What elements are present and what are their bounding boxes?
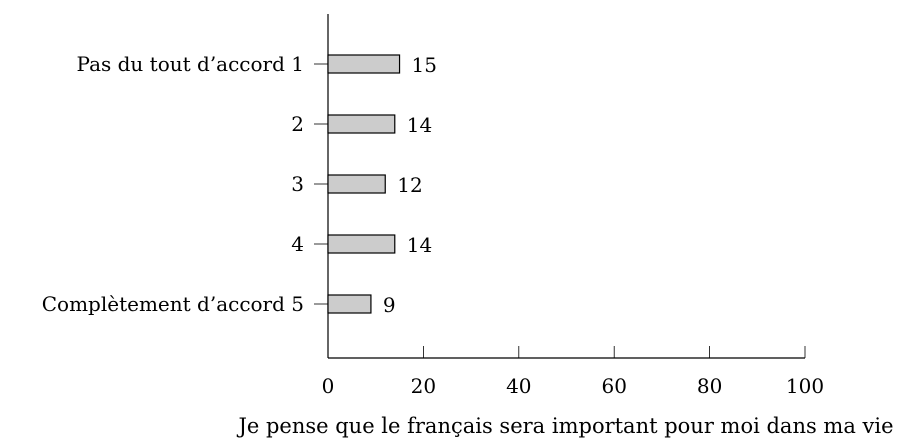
y-tick-label: Pas du tout d’accord 1 <box>77 52 304 76</box>
y-tick-label: 2 <box>291 112 304 136</box>
bar <box>327 174 386 194</box>
x-tick-label: 40 <box>506 374 531 398</box>
y-tick-label: Complètement d’accord 5 <box>42 292 304 316</box>
x-tick-label: 20 <box>411 374 436 398</box>
y-tick-label: 4 <box>291 232 304 256</box>
x-axis-label: Je pense que le français sera important … <box>236 414 893 438</box>
bar <box>327 294 372 314</box>
data-label: 9 <box>383 293 396 317</box>
y-tick-label: 3 <box>291 172 304 196</box>
bar <box>327 114 396 134</box>
data-label: 15 <box>412 53 437 77</box>
x-tick-label: 100 <box>786 374 824 398</box>
x-tick-label: 60 <box>601 374 626 398</box>
data-label: 14 <box>407 233 432 257</box>
bar <box>327 54 401 74</box>
x-tick-label: 80 <box>697 374 722 398</box>
data-label: 12 <box>397 173 422 197</box>
bar <box>327 234 396 254</box>
x-tick-label: 0 <box>322 374 335 398</box>
bars-group: Pas du tout d’accord 1 15 2 14 3 12 4 14 Complèt… <box>42 52 437 317</box>
x-ticks-group: 0 20 40 60 80 100 <box>322 346 824 398</box>
data-label: 14 <box>407 113 432 137</box>
